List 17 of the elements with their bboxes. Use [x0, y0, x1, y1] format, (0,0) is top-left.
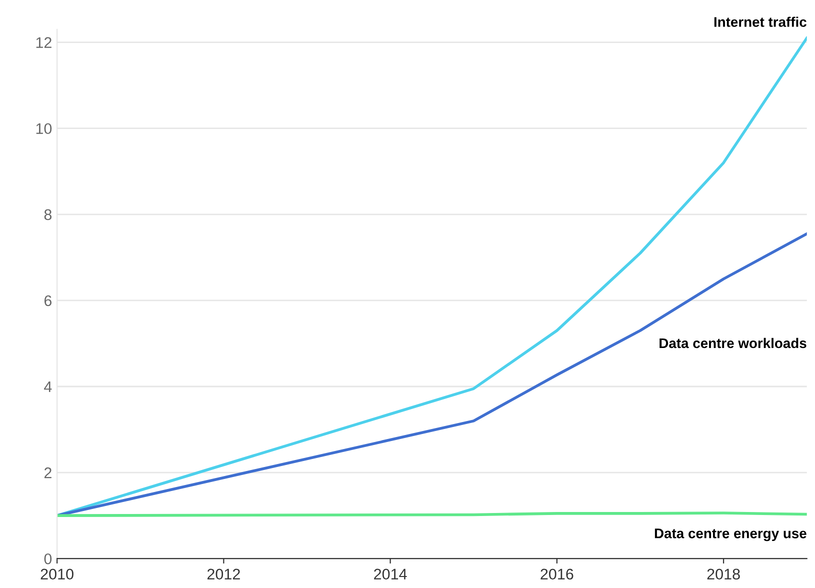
y-tick-label: 6: [44, 295, 52, 306]
x-tick-label: 2018: [707, 568, 740, 580]
series-label: Internet traffic: [714, 16, 806, 27]
x-tick-label: 2012: [207, 568, 240, 580]
y-tick-label: 2: [44, 467, 52, 478]
x-tick-label: 2016: [540, 568, 574, 580]
y-tick-label: 4: [44, 382, 52, 392]
line-series: [57, 36, 807, 517]
series-label: Data centre workloads: [660, 338, 806, 348]
x-tick-label: 2010: [40, 568, 74, 580]
y-tick-label: 8: [44, 209, 52, 220]
y-tick-label: 12: [36, 37, 52, 48]
y-tick-label: 10: [36, 123, 52, 134]
y-tick-label: 0: [44, 553, 52, 564]
x-tick-label: 2014: [374, 568, 407, 580]
series-label: Data centre energy use: [654, 528, 806, 542]
line-series: [57, 232, 807, 517]
